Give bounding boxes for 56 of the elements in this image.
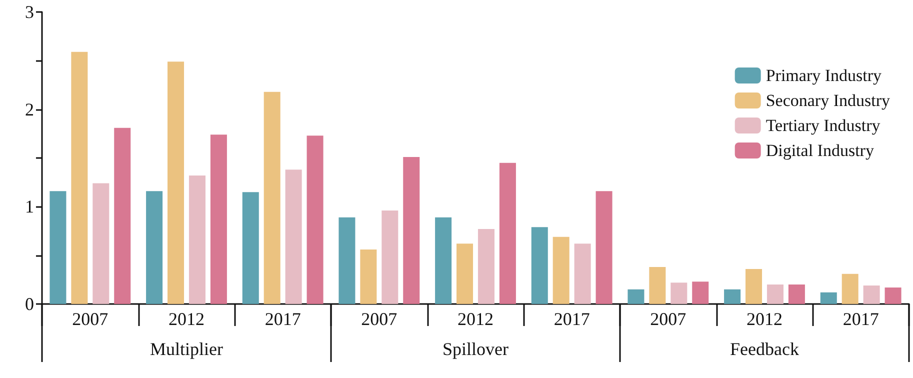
bar bbox=[382, 210, 398, 304]
bar bbox=[306, 136, 324, 304]
legend-label: Digital Industry bbox=[766, 141, 874, 160]
bar bbox=[338, 217, 356, 304]
x-tick-label: 2017 bbox=[842, 309, 879, 329]
bar bbox=[746, 268, 762, 304]
bar bbox=[114, 128, 131, 304]
bar bbox=[50, 191, 66, 304]
x-tick-label: 2012 bbox=[746, 309, 782, 329]
bar bbox=[92, 183, 110, 304]
bar bbox=[842, 274, 858, 304]
bar bbox=[285, 170, 302, 304]
bar bbox=[596, 191, 612, 304]
text: Multiplier bbox=[150, 339, 223, 359]
bar bbox=[71, 52, 88, 304]
bar bbox=[531, 227, 548, 304]
x-tick-label: 2017 bbox=[264, 309, 301, 329]
x-tick-label: 2012 bbox=[458, 309, 494, 329]
y-tick-label: 1 bbox=[25, 196, 34, 217]
bar bbox=[264, 92, 280, 304]
bar bbox=[724, 289, 741, 304]
y-tick-label: 2 bbox=[25, 99, 34, 120]
y-tick-label: 3 bbox=[25, 2, 34, 22]
legend-label: Tertiary Industry bbox=[766, 116, 881, 135]
bar bbox=[403, 157, 420, 304]
x-tick-label: 2017 bbox=[554, 309, 590, 329]
x-tick-label: 2007 bbox=[650, 309, 686, 329]
x-tick-label: 2012 bbox=[168, 309, 204, 329]
bar bbox=[188, 176, 206, 304]
bar bbox=[242, 192, 259, 304]
x-tick-label: 2007 bbox=[72, 309, 108, 329]
bar bbox=[499, 162, 516, 304]
bar bbox=[552, 236, 570, 304]
bar bbox=[435, 217, 452, 304]
bar bbox=[478, 229, 494, 304]
bar bbox=[628, 289, 644, 304]
bar bbox=[884, 287, 902, 304]
bar bbox=[168, 62, 184, 304]
bar bbox=[574, 244, 591, 304]
text: Spillover bbox=[442, 339, 509, 359]
bar bbox=[360, 249, 377, 304]
bar bbox=[456, 244, 474, 304]
bar bbox=[649, 267, 666, 304]
bar bbox=[146, 191, 163, 304]
bar bbox=[788, 284, 805, 304]
bar bbox=[670, 282, 688, 304]
text: Feedback bbox=[730, 339, 799, 359]
bar bbox=[820, 292, 837, 304]
legend-label: Seconary Industry bbox=[766, 91, 890, 110]
x-tick-label: 2007 bbox=[361, 309, 398, 329]
bar bbox=[863, 286, 880, 304]
bar bbox=[766, 284, 784, 304]
legend-label: Primary Industry bbox=[766, 66, 882, 85]
bar bbox=[210, 134, 227, 304]
y-tick-label: 0 bbox=[25, 294, 34, 314]
bar bbox=[692, 282, 709, 304]
